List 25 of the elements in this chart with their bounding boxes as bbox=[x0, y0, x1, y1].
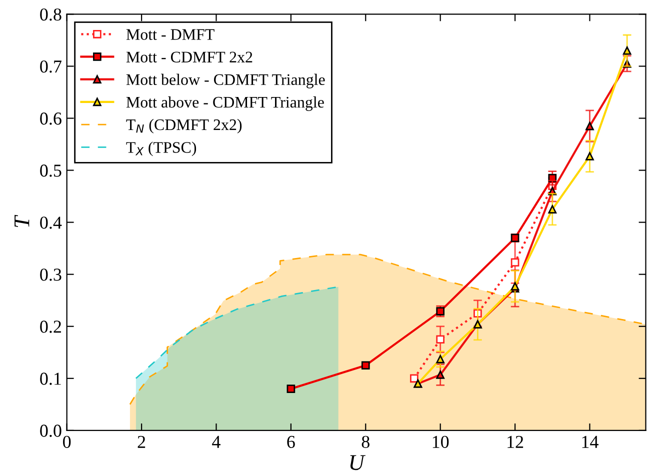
y-tick-label: 0.3 bbox=[40, 268, 62, 281]
x-tick-label: 8 bbox=[362, 436, 370, 448]
x-tick-label: 10 bbox=[432, 436, 449, 448]
legend-label: Mott above - CDMFT Triangle bbox=[126, 96, 324, 111]
x-axis-title: U bbox=[350, 455, 366, 470]
legend-label: T$_{X}$ (TPSC) bbox=[126, 142, 196, 156]
y-tick-label: 0.2 bbox=[40, 320, 61, 333]
y-tick-label: 0.4 bbox=[40, 216, 62, 229]
x-tick-label: 0 bbox=[63, 436, 71, 448]
y-tick-label: 0.5 bbox=[40, 164, 62, 177]
x-tick-label: 4 bbox=[212, 436, 220, 448]
y-axis-title: T bbox=[14, 214, 30, 228]
y-tick-label: 0.6 bbox=[40, 112, 62, 125]
y-tick-label: 0.0 bbox=[40, 424, 62, 437]
y-tick-label: 0.1 bbox=[40, 372, 61, 385]
legend-label: Mott below - CDMFT Triangle bbox=[126, 74, 325, 88]
x-tick-label: 2 bbox=[138, 436, 146, 448]
x-tick-label: 6 bbox=[287, 436, 295, 448]
legend-label: Mott - DMFT bbox=[126, 29, 214, 40]
y-tick-label: 0.8 bbox=[40, 8, 62, 21]
legend-label: T$_{N}$ (CDMFT 2x2) bbox=[126, 118, 242, 134]
x-tick-label: 12 bbox=[508, 436, 524, 448]
x-tick-label: 14 bbox=[582, 436, 598, 448]
y-tick-label: 0.7 bbox=[40, 60, 62, 73]
legend-label: Mott - CDMFT 2x2 bbox=[126, 52, 252, 62]
